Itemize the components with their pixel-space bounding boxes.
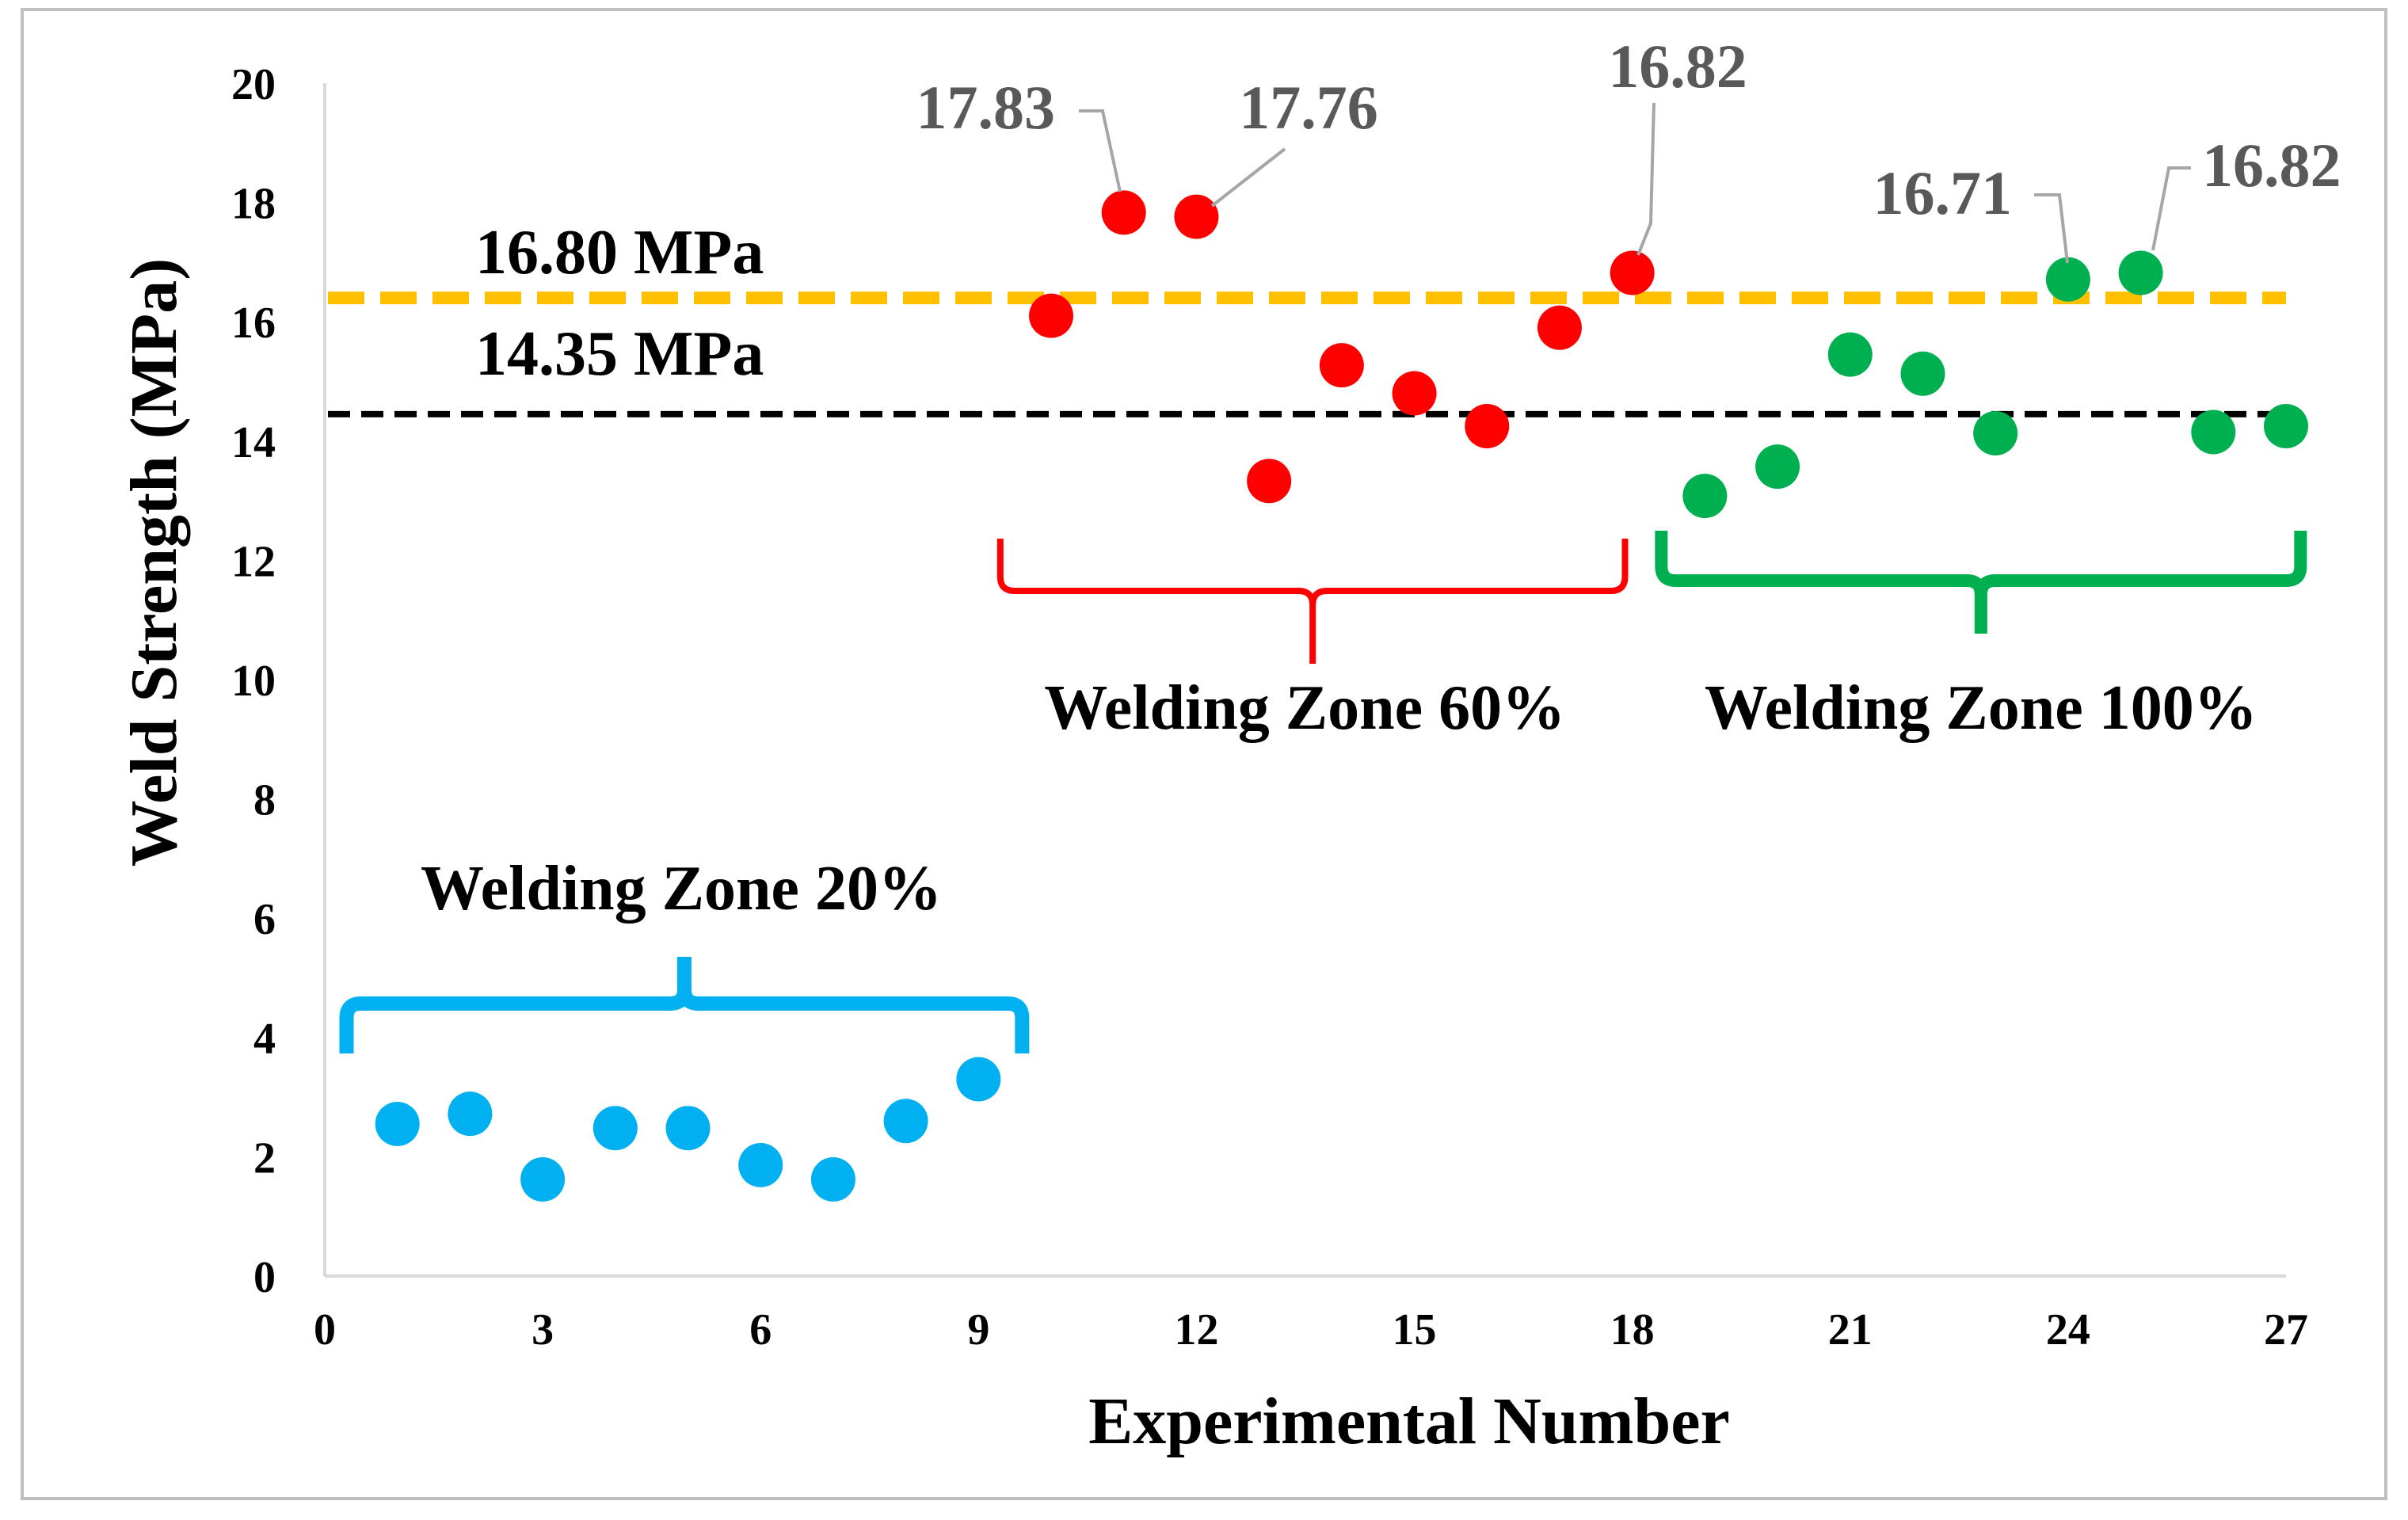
data-point: [1465, 403, 1510, 448]
x-tick-label: 24: [2046, 1305, 2090, 1354]
x-tick-label: 18: [1610, 1305, 1655, 1354]
data-label: 16.82: [2202, 131, 2341, 200]
y-tick-label: 0: [253, 1253, 276, 1302]
group-label: Welding Zone 20%: [421, 854, 942, 924]
group-label: Welding Zone 100%: [1705, 673, 2258, 743]
x-tick-label: 21: [1828, 1305, 1873, 1354]
data-point: [2264, 403, 2308, 448]
data-point: [1029, 293, 1074, 338]
reference-line-label: 14.35 MPa: [475, 319, 764, 389]
data-point: [738, 1142, 783, 1187]
y-axis-title: Weld Strength (MPa): [117, 258, 191, 867]
x-tick-label: 27: [2264, 1305, 2308, 1354]
x-axis-title: Experimental Number: [1088, 1385, 1730, 1458]
data-label-leader: [1079, 109, 1122, 192]
data-point: [592, 1106, 638, 1151]
chart-frame: [21, 8, 2387, 1500]
data-point: [1392, 371, 1437, 416]
group-bracket: [996, 539, 1629, 664]
group-bracket: [1655, 531, 2307, 634]
data-label: 16.71: [1873, 158, 2013, 227]
data-label: 16.82: [1608, 32, 1747, 101]
data-label-leader: [1636, 102, 1656, 256]
data-point: [1101, 190, 1146, 235]
data-labels: 17.83 17.76 16.82 16.71 16.82: [916, 32, 2341, 264]
y-tick-label: 4: [253, 1015, 276, 1064]
data-point: [1610, 250, 1655, 295]
x-tick-label: 6: [749, 1305, 772, 1354]
x-tick-label: 9: [967, 1305, 989, 1354]
data-label: 17.76: [1239, 73, 1378, 142]
y-tick-label: 12: [231, 537, 276, 586]
data-point: [1755, 444, 1800, 490]
data-point: [520, 1157, 566, 1202]
y-tick-label: 18: [231, 180, 276, 229]
x-tick-label: 15: [1393, 1305, 1437, 1354]
data-point: [1900, 351, 1945, 396]
group-brackets: Welding Zone 20% Welding Zone 60% Welding …: [339, 531, 2307, 1053]
y-tick-label: 6: [253, 895, 276, 944]
group-bracket: [339, 957, 1030, 1053]
y-tick-label: 16: [231, 299, 276, 348]
data-point: [1827, 332, 1873, 377]
data-label-leader: [2034, 193, 2069, 264]
x-tick-label: 0: [314, 1305, 336, 1354]
data-point: [665, 1106, 711, 1151]
data-point: [448, 1091, 493, 1137]
data-point: [1537, 305, 1582, 350]
y-tick-label: 14: [231, 418, 276, 467]
data-label-leader: [1210, 147, 1286, 208]
data-point: [1174, 194, 1219, 239]
data-point: [1319, 343, 1364, 388]
data-label-leader: [2151, 166, 2191, 251]
data-point: [1682, 474, 1728, 519]
data-point: [2191, 410, 2236, 455]
data-point: [956, 1057, 1001, 1102]
data-point: [810, 1157, 855, 1202]
y-tick-label: 20: [231, 60, 276, 109]
y-tick-label: 10: [231, 657, 276, 706]
reference-lines: 16.80 MPa 14.35 MPa: [328, 218, 2286, 417]
y-tick-label: 2: [253, 1133, 276, 1183]
data-point: [1973, 411, 2018, 456]
x-tick-label: 3: [532, 1305, 554, 1354]
data-point: [883, 1099, 928, 1144]
reference-line-label: 16.80 MPa: [475, 218, 764, 288]
data-label: 17.83: [916, 73, 1056, 142]
x-tick-label: 12: [1174, 1305, 1218, 1354]
data-point: [375, 1101, 420, 1146]
data-point: [2118, 250, 2163, 295]
y-tick-label: 8: [253, 776, 276, 825]
group-label: Welding Zone 60%: [1044, 673, 1565, 743]
data-points: [375, 190, 2308, 1202]
data-point: [2045, 257, 2090, 302]
data-point: [1247, 459, 1292, 504]
